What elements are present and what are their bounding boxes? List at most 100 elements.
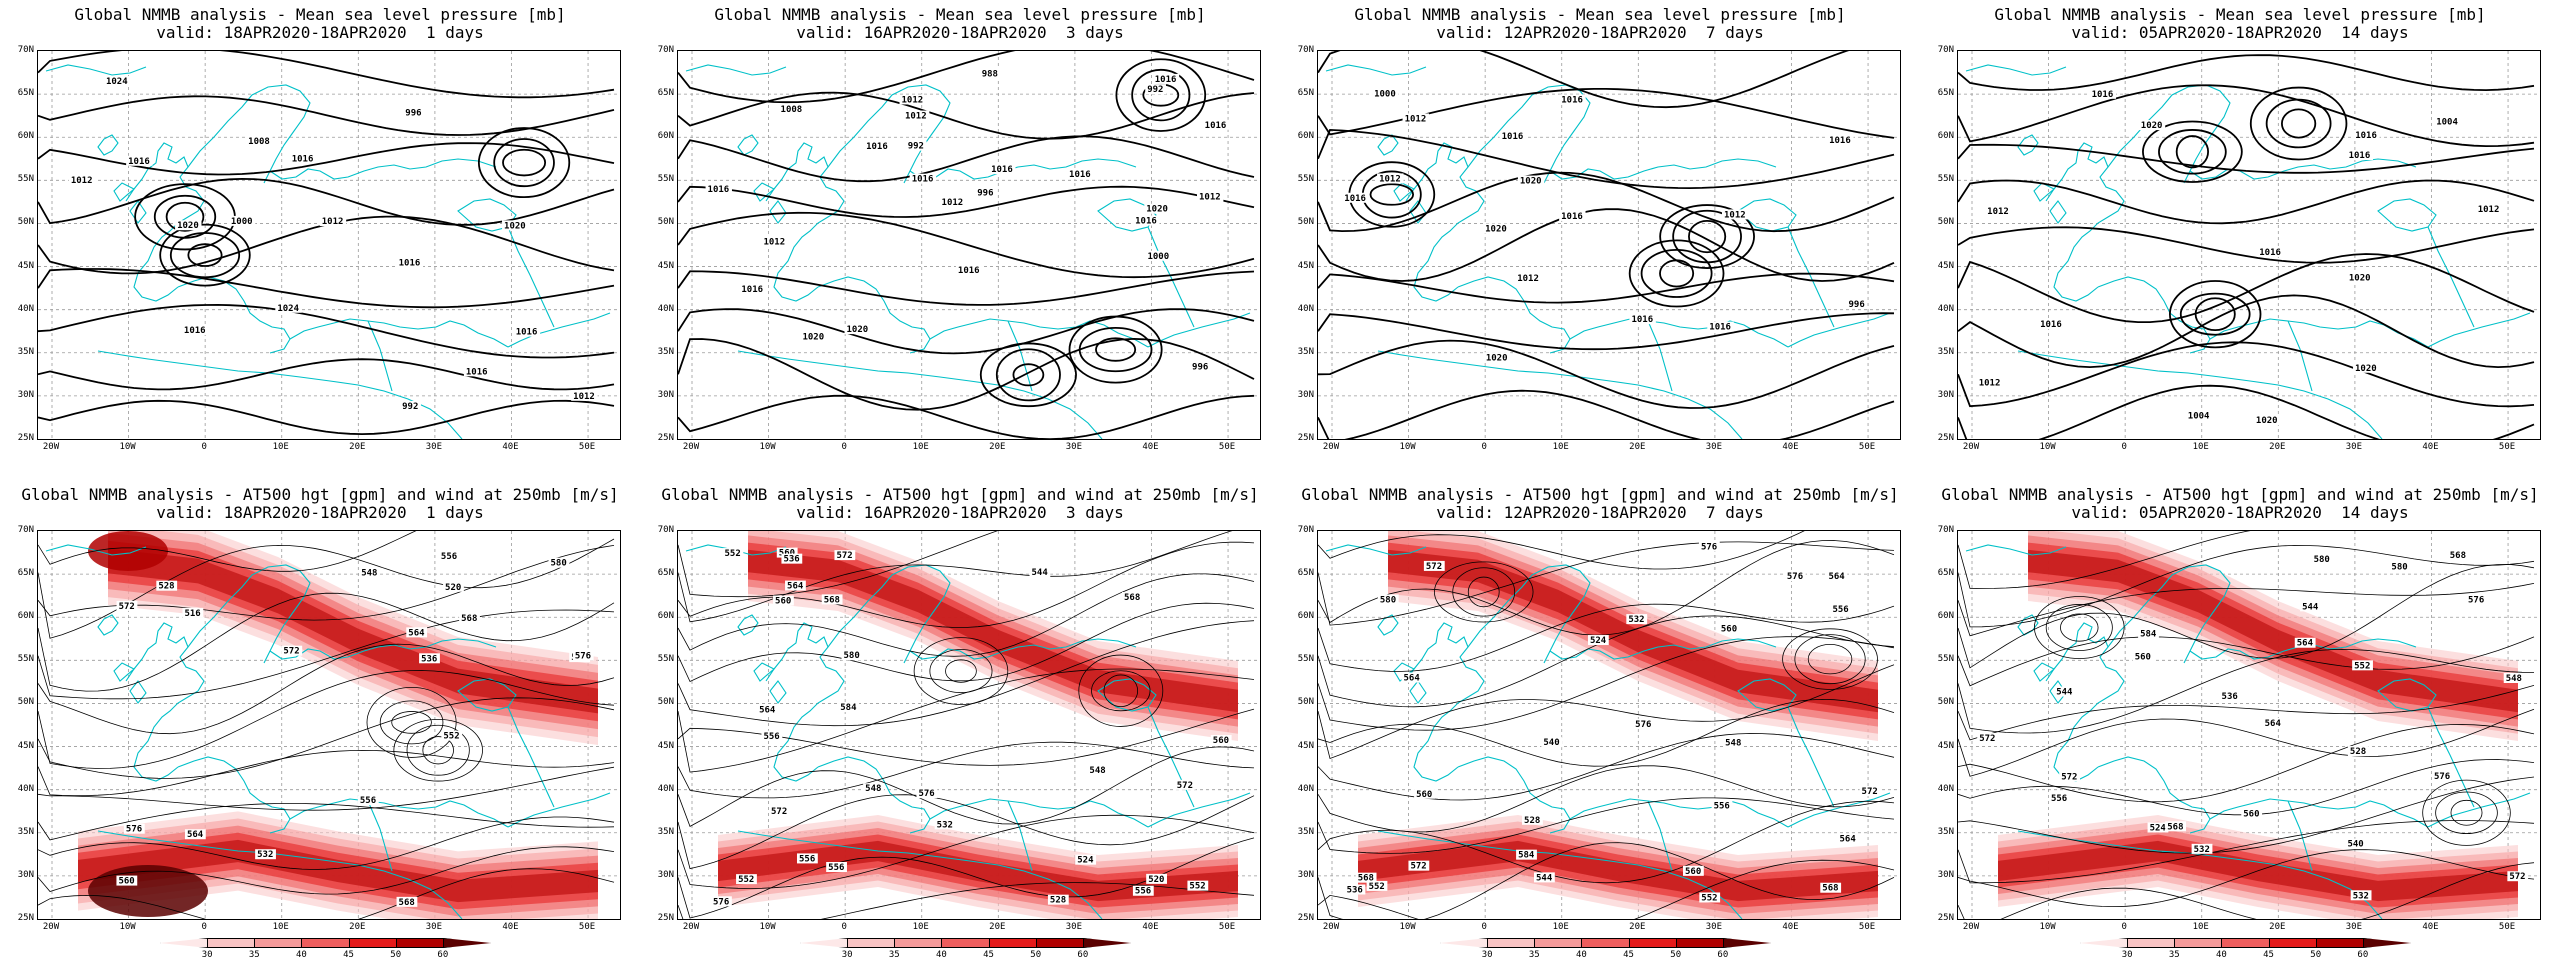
lon-label: 20E — [2269, 922, 2286, 932]
colorbar-label: 35 — [888, 950, 900, 960]
lon-label: 20W — [42, 922, 60, 932]
panel-valid-range: valid: 18APR2020-18APR2020 1 days — [156, 23, 484, 42]
colorbar-swatch — [1675, 938, 1724, 948]
map-frame: 536 540 544 548 552 556 560 560 564 564 556 552 524 5… — [1317, 530, 1901, 920]
contour-label: 576 — [1701, 542, 1717, 552]
lon-label: 10E — [912, 922, 929, 932]
contour-label: 584 — [840, 703, 857, 713]
lat-label: 35N — [1937, 826, 1954, 837]
contour-label: 1020 — [1520, 177, 1542, 187]
map-panel-z500-3d: Global NMMB analysis - AT500 hgt [gpm] a… — [640, 480, 1280, 960]
lat-label: 50N — [17, 217, 34, 228]
lat-label: 55N — [1297, 174, 1314, 185]
contour-label: 576 — [2468, 595, 2484, 605]
lon-label: 0 — [2121, 442, 2127, 452]
lat-label: 70N — [17, 525, 34, 535]
contour-label: 1016 — [2040, 320, 2062, 330]
lon-label: 20W — [1962, 442, 1980, 452]
contour-label: 552 — [725, 549, 741, 559]
colorbar-swatch — [2362, 938, 2411, 948]
lon-label: 50E — [1858, 442, 1876, 452]
panel-valid-range: valid: 16APR2020-18APR2020 3 days — [796, 23, 1124, 42]
contour-label: 568 — [461, 614, 477, 624]
contour-label: 552 — [738, 875, 754, 885]
lon-label: 10W — [1399, 442, 1416, 452]
contour-label: 1016 — [958, 266, 980, 276]
contour-label: 996 — [1192, 363, 1208, 373]
contour-label: 576 — [1787, 572, 1803, 582]
lat-label: 55N — [17, 654, 34, 665]
contour-label: 1016 — [1155, 75, 1177, 85]
contour-label: 1008 — [781, 105, 803, 115]
contour-label: 1020 — [2349, 274, 2371, 284]
lat-label: 65N — [1297, 88, 1314, 99]
lat-label: 35N — [1297, 826, 1314, 837]
lat-label: 65N — [657, 88, 674, 99]
colorbar-swatch — [1581, 938, 1630, 948]
contour-label: 1016 — [708, 185, 730, 195]
contour-label: 536 — [421, 654, 437, 664]
lat-label: 60N — [657, 611, 674, 622]
lon-label: 10E — [1552, 442, 1569, 452]
contour-label: 1016 — [1829, 136, 1851, 146]
map-canvas: 532 536 540 544 548 552 556 560 564 524 528 532 560 5… — [1958, 531, 2540, 919]
wind-colorbar — [800, 938, 1131, 950]
lat-label: 55N — [1937, 174, 1954, 185]
colorbar-swatch — [847, 938, 896, 948]
colorbar-swatch — [395, 938, 444, 948]
lon-label: 50E — [1218, 922, 1236, 932]
contour-label: 572 — [119, 602, 135, 612]
contour-label: 1012 — [2478, 205, 2500, 215]
colorbar-swatch — [2268, 938, 2317, 948]
contour-label: 1012 — [573, 392, 595, 402]
contour-label: 1020 — [1486, 353, 1508, 363]
colorbar-label: 60 — [1717, 950, 1729, 960]
lat-label: 50N — [657, 697, 674, 708]
contour-label: 556 — [1135, 887, 1151, 897]
contour-label: 568 — [2167, 822, 2183, 832]
map-panel-mslp-7d: Global NMMB analysis - Mean sea level pr… — [1280, 0, 1920, 480]
colorbar-swatch — [1722, 938, 1771, 948]
colorbar-swatch — [254, 938, 303, 948]
map-canvas: 544 548 552 520 556 560 564 560 556 552 524 528 532 5… — [678, 531, 1260, 919]
map-canvas: 1004 1012 1004 1020 1020 1012 1016 1016 1020 1016… — [1958, 51, 2540, 439]
lat-label: 35N — [17, 346, 34, 357]
lat-label: 70N — [1937, 45, 1954, 55]
lon-label: 30E — [425, 922, 443, 932]
contour-label: 988 — [982, 70, 998, 80]
contour-label: 548 — [2506, 674, 2522, 684]
contour-label: 1016 — [912, 175, 934, 185]
lat-label: 65N — [1297, 568, 1314, 579]
lat-label: 70N — [657, 45, 674, 55]
contour-label: 996 — [977, 189, 993, 199]
lat-label: 40N — [17, 303, 34, 314]
lon-label: 0 — [201, 442, 207, 452]
contour-label: 1016 — [1069, 170, 1091, 180]
lon-label: 50E — [578, 922, 596, 932]
contour-label: 1012 — [1379, 174, 1401, 184]
contour-label: 996 — [1849, 300, 1865, 310]
contour-label: 564 — [1839, 835, 1856, 845]
contour-label: 1016 — [1344, 194, 1366, 204]
contour-label: 564 — [1404, 674, 1421, 684]
contour-label: 540 — [2347, 840, 2363, 850]
map-canvas: 5165645205245285325365485565525565685725… — [38, 531, 620, 919]
contour-label: 556 — [828, 863, 844, 873]
wind-colorbar — [1440, 938, 1771, 950]
contour-label: 560 — [1721, 625, 1737, 635]
contour-label: 992 — [1147, 85, 1163, 95]
contour-label: 1016 — [1631, 315, 1653, 325]
lon-label: 40E — [1142, 442, 1159, 452]
contour-label: 564 — [408, 628, 425, 638]
contour-label: 520 — [1148, 875, 1164, 885]
lat-label: 45N — [17, 740, 34, 751]
colorbar-label: 50 — [1030, 950, 1042, 960]
contour-label: 1016 — [1561, 95, 1583, 105]
contour-label: 1016 — [1502, 132, 1524, 142]
lat-label: 35N — [1937, 346, 1954, 357]
contour-label: 548 — [1089, 766, 1105, 776]
lat-label: 25N — [657, 913, 674, 923]
contour-label: 1020 — [1146, 205, 1168, 215]
lon-label: 10W — [759, 922, 776, 932]
contour-label: 1016 — [128, 157, 150, 167]
